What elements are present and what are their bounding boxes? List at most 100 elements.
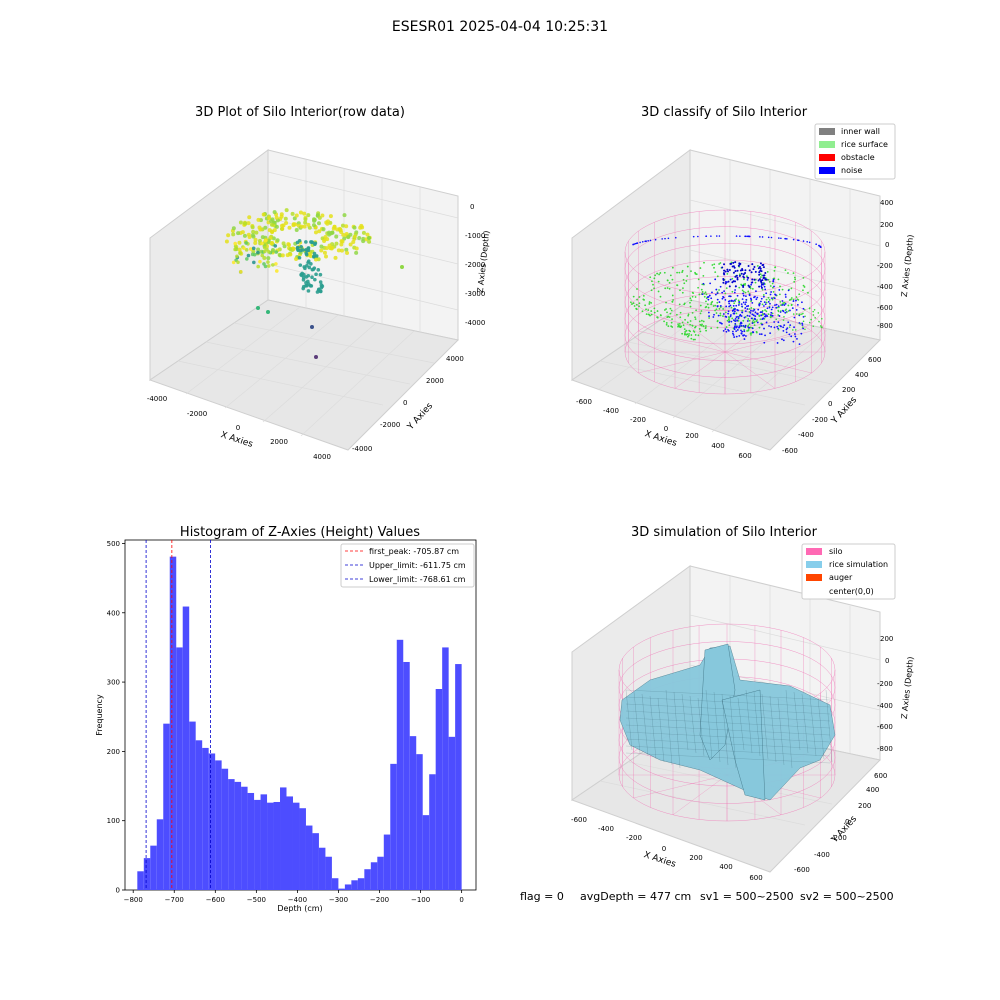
classify-point-noise xyxy=(644,240,646,243)
classify-point-noise xyxy=(723,263,726,266)
raw-point xyxy=(320,284,325,289)
classify-point-noise xyxy=(764,315,766,318)
classify-point-noise xyxy=(738,274,741,277)
sim-rice-mesh-line xyxy=(705,689,713,760)
classify-point-rice xyxy=(714,304,717,307)
histogram-bar xyxy=(241,786,248,890)
classify-point-noise xyxy=(770,314,772,316)
classify-point-rice xyxy=(735,298,737,300)
classify-point-noise xyxy=(789,309,791,312)
classify-point-rice xyxy=(801,326,804,328)
classify-point-noise xyxy=(788,333,791,336)
classify-point-rice xyxy=(694,316,696,319)
classify-point-noise xyxy=(749,297,752,300)
classify-point-rice xyxy=(788,326,791,328)
classify-point-rice xyxy=(645,313,648,316)
classify-point-rice xyxy=(664,287,667,290)
classify-point-noise xyxy=(763,327,765,330)
classify-point-rice xyxy=(632,302,635,305)
classify-point-noise xyxy=(766,307,769,310)
classify-point-rice xyxy=(759,276,762,279)
classify-legend: inner wall rice surface obstacle noise xyxy=(814,123,896,180)
histogram-bar xyxy=(221,768,229,890)
sim-ytick: -400 xyxy=(814,851,830,859)
classify-point-noise xyxy=(770,311,773,314)
raw-point xyxy=(233,247,237,252)
classify-point-noise xyxy=(728,321,730,323)
classify-point-rice xyxy=(758,326,761,329)
classify-point-rice xyxy=(679,311,682,314)
raw-point xyxy=(247,235,252,240)
raw-xtick: 4000 xyxy=(313,453,331,461)
sim-rice-mesh-line xyxy=(681,693,689,751)
classify-point-noise xyxy=(737,309,739,312)
histogram-bar xyxy=(137,871,144,890)
classify-point-noise xyxy=(734,289,736,291)
classify-point-noise xyxy=(727,312,730,315)
classify-point-rice xyxy=(706,303,709,306)
raw-point xyxy=(312,254,316,259)
classify-point-rice xyxy=(793,280,796,283)
classify-xtick: -200 xyxy=(630,416,646,424)
raw-point xyxy=(258,259,262,264)
classify-point-rice xyxy=(821,317,823,320)
histogram-xtick-label: −100 xyxy=(411,896,430,904)
classify-point-noise xyxy=(728,305,731,308)
classify-point-noise xyxy=(730,320,733,323)
classify-point-noise xyxy=(758,278,761,281)
raw-point xyxy=(267,250,271,254)
classify-point-noise xyxy=(747,235,750,238)
classify-point-noise xyxy=(734,270,737,273)
classify-point-noise xyxy=(692,235,695,238)
classify-point-rice xyxy=(681,291,684,294)
legend-label: auger xyxy=(829,573,853,582)
raw-point xyxy=(252,260,256,265)
classify-point-noise xyxy=(719,321,721,324)
histogram-bar xyxy=(208,753,216,890)
raw-point xyxy=(359,223,364,228)
raw-point xyxy=(344,247,349,252)
classify-point-rice xyxy=(715,308,718,311)
raw-point xyxy=(312,251,317,256)
classify-point-noise xyxy=(636,242,638,245)
sim-rice-mesh-line xyxy=(625,752,831,764)
classify-point-noise xyxy=(760,333,763,336)
legend-label: inner wall xyxy=(841,127,880,136)
classify-point-rice xyxy=(754,281,757,284)
classify-point-noise xyxy=(758,266,761,269)
classify-point-noise xyxy=(798,343,801,345)
classify-point-rice xyxy=(698,293,701,296)
raw-point xyxy=(367,236,371,240)
legend-swatch-rice-simulation xyxy=(806,561,822,568)
classify-xtick: 0 xyxy=(664,425,668,433)
classify-point-rice xyxy=(698,320,701,323)
panel-raw-3d-box xyxy=(148,149,460,451)
classify-point-noise xyxy=(727,329,729,331)
classify-ytick: 0 xyxy=(828,400,832,408)
classify-point-noise xyxy=(727,270,730,273)
classify-point-rice xyxy=(761,288,764,291)
classify-point-rice xyxy=(679,316,682,319)
raw-xtick: 0 xyxy=(236,424,240,432)
classify-point-noise xyxy=(750,271,753,274)
raw-point xyxy=(266,260,270,264)
classify-point-rice xyxy=(668,316,671,319)
classify-point-noise xyxy=(741,311,744,314)
raw-point xyxy=(298,210,303,215)
classify-point-noise xyxy=(758,333,761,336)
raw-point xyxy=(322,239,327,244)
raw-point xyxy=(310,275,314,280)
histogram-ytick-label: 400 xyxy=(107,609,120,617)
classify-point-rice xyxy=(671,294,674,297)
classify-point-noise xyxy=(740,303,743,306)
classify-zlabel: Z Axies (Depth) xyxy=(900,234,916,297)
histogram-vlines xyxy=(145,540,211,890)
classify-point-rice xyxy=(690,337,693,340)
classify-point-rice xyxy=(694,272,697,275)
raw-point xyxy=(328,214,333,219)
classify-point-rice xyxy=(703,261,705,264)
raw-point xyxy=(294,213,299,218)
classify-point-rice xyxy=(785,308,788,310)
classify-point-noise xyxy=(740,332,743,335)
sim-xtick: -200 xyxy=(626,834,642,842)
